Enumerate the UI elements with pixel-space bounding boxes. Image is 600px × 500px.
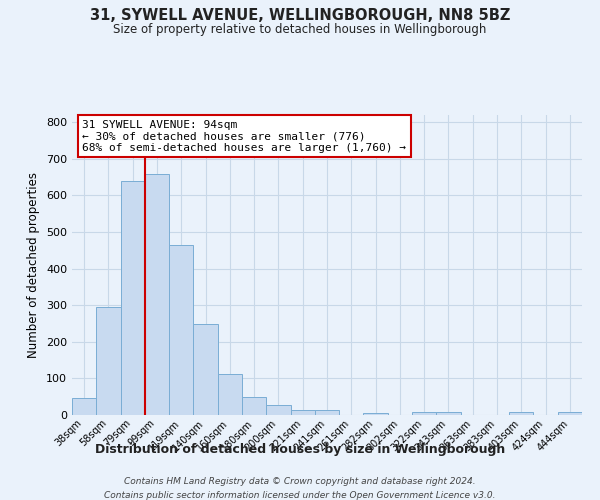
Text: Distribution of detached houses by size in Wellingborough: Distribution of detached houses by size … <box>95 442 505 456</box>
Bar <box>218 374 242 415</box>
Bar <box>364 413 388 415</box>
Bar <box>242 397 266 415</box>
Bar <box>558 412 582 415</box>
Bar <box>96 307 121 415</box>
Bar <box>72 398 96 415</box>
Text: Size of property relative to detached houses in Wellingborough: Size of property relative to detached ho… <box>113 22 487 36</box>
Bar <box>436 412 461 415</box>
Bar <box>193 324 218 415</box>
Bar <box>266 405 290 415</box>
Text: Contains public sector information licensed under the Open Government Licence v3: Contains public sector information licen… <box>104 491 496 500</box>
Y-axis label: Number of detached properties: Number of detached properties <box>28 172 40 358</box>
Text: 31, SYWELL AVENUE, WELLINGBOROUGH, NN8 5BZ: 31, SYWELL AVENUE, WELLINGBOROUGH, NN8 5… <box>90 8 510 22</box>
Bar <box>290 410 315 415</box>
Bar <box>169 245 193 415</box>
Bar <box>412 412 436 415</box>
Text: 31 SYWELL AVENUE: 94sqm
← 30% of detached houses are smaller (776)
68% of semi-d: 31 SYWELL AVENUE: 94sqm ← 30% of detache… <box>82 120 406 152</box>
Bar <box>315 410 339 415</box>
Bar <box>145 174 169 415</box>
Bar <box>121 181 145 415</box>
Text: Contains HM Land Registry data © Crown copyright and database right 2024.: Contains HM Land Registry data © Crown c… <box>124 478 476 486</box>
Bar <box>509 412 533 415</box>
